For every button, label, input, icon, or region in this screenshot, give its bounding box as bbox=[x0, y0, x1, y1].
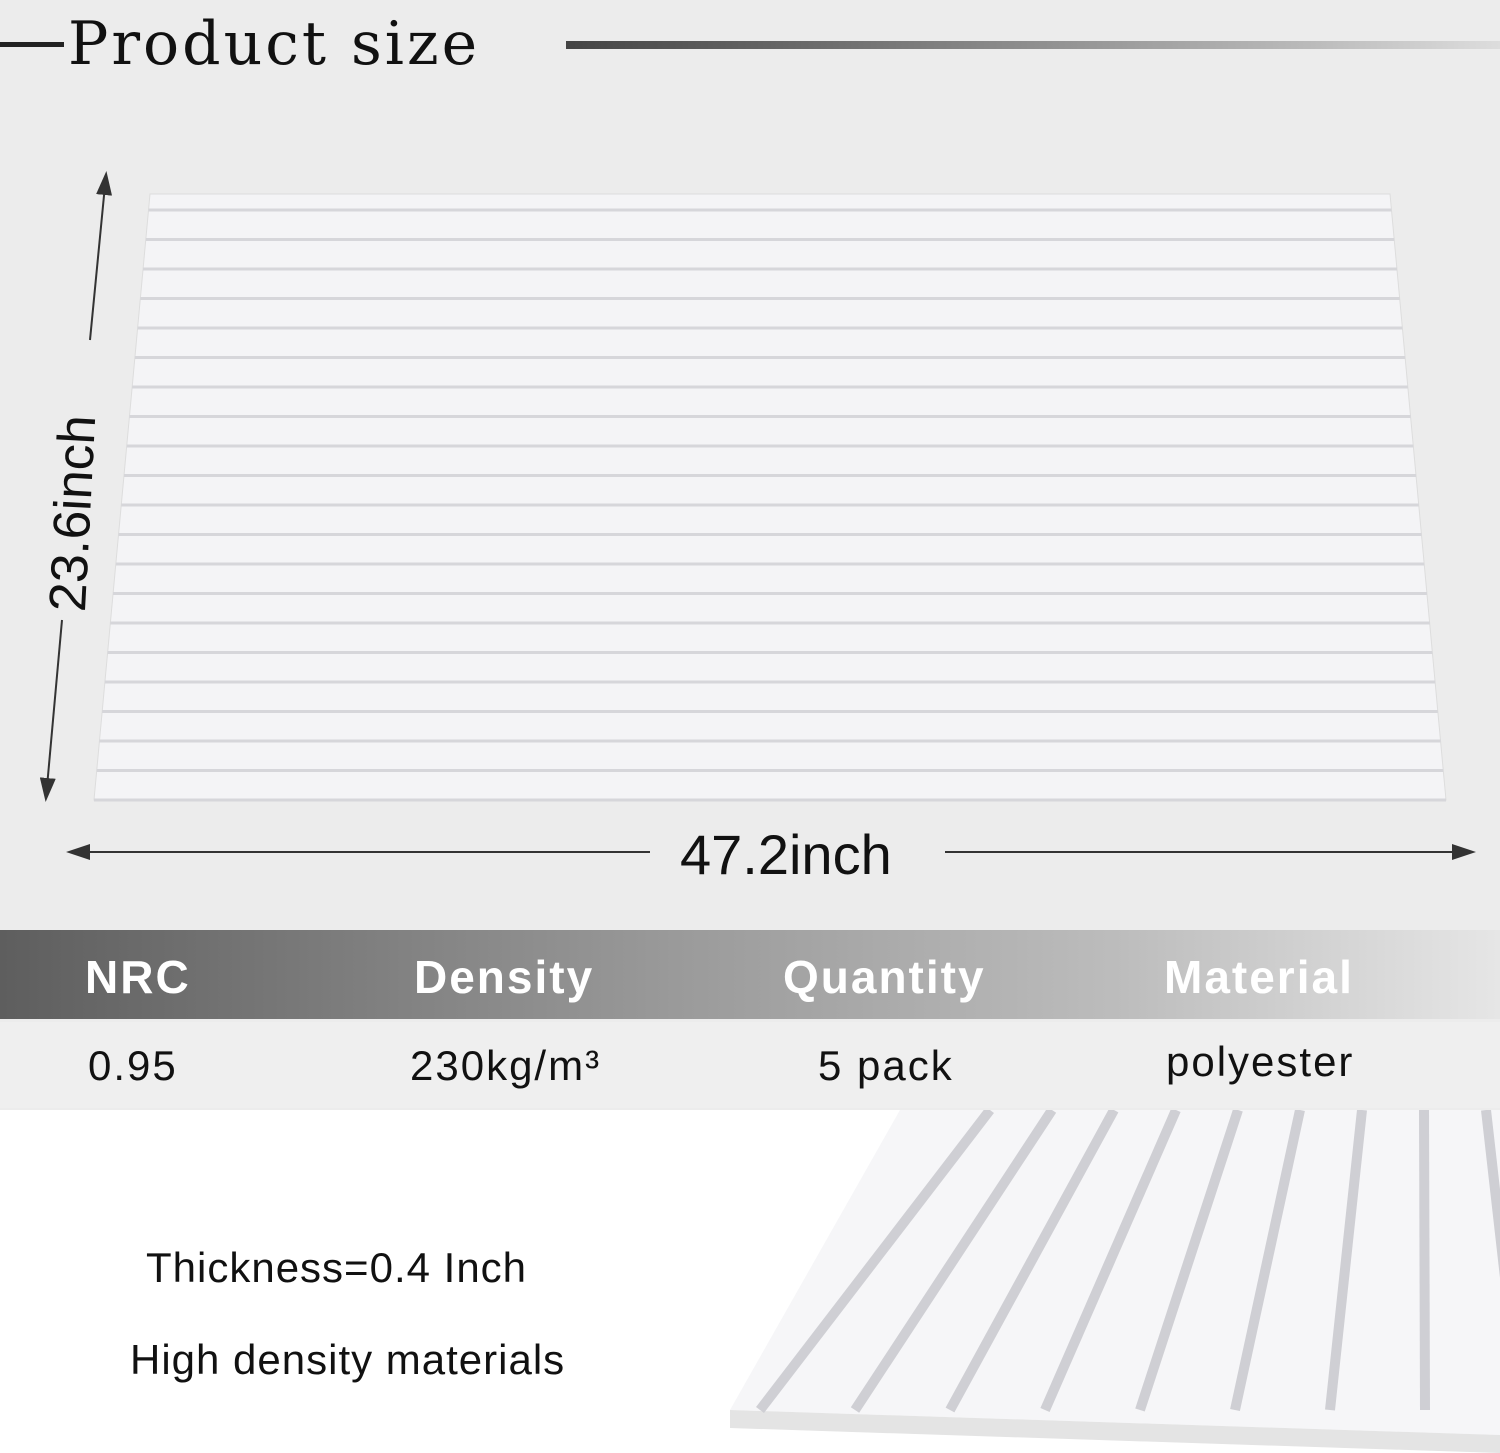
closeup-groove bbox=[756, 1110, 994, 1414]
closeup-groove bbox=[1135, 1110, 1243, 1412]
title-rule-left bbox=[0, 42, 64, 47]
height-dimension: 23.6inch bbox=[38, 413, 108, 614]
closeup-groove bbox=[1481, 1110, 1500, 1278]
specs-value-row: 0.95 230kg/m³ 5 pack polyester bbox=[0, 1022, 1500, 1108]
spec-header: Density bbox=[414, 951, 595, 1003]
acoustic-panel-image bbox=[39, 171, 1476, 860]
page-title: Product size bbox=[68, 9, 481, 79]
width-dimension: 47.2inch bbox=[680, 823, 892, 886]
thickness-section: Thickness=0.4 Inch High density material… bbox=[0, 1110, 1500, 1453]
thickness-note: Thickness=0.4 Inch bbox=[146, 1244, 528, 1291]
closeup-groove bbox=[1230, 1110, 1305, 1412]
spec-value: 230kg/m³ bbox=[410, 1042, 602, 1089]
spec-value: polyester bbox=[1166, 1038, 1355, 1085]
closeup-groove bbox=[1419, 1110, 1430, 1411]
closeup-groove bbox=[1325, 1110, 1367, 1411]
spec-header: Material bbox=[1164, 951, 1354, 1003]
specs-header-row: NRC Density Quantity Material bbox=[0, 930, 1500, 1019]
panel-closeup-image bbox=[730, 1110, 1500, 1453]
spec-value: 5 pack bbox=[818, 1042, 954, 1089]
density-note: High density materials bbox=[130, 1336, 566, 1383]
closeup-groove bbox=[1040, 1110, 1181, 1413]
spec-header: Quantity bbox=[783, 951, 986, 1003]
title-rule-right bbox=[566, 41, 1500, 49]
spec-value: 0.95 bbox=[88, 1042, 178, 1089]
closeup-groove bbox=[945, 1110, 1119, 1413]
spec-header: NRC bbox=[85, 951, 191, 1003]
closeup-groove bbox=[850, 1110, 1057, 1413]
